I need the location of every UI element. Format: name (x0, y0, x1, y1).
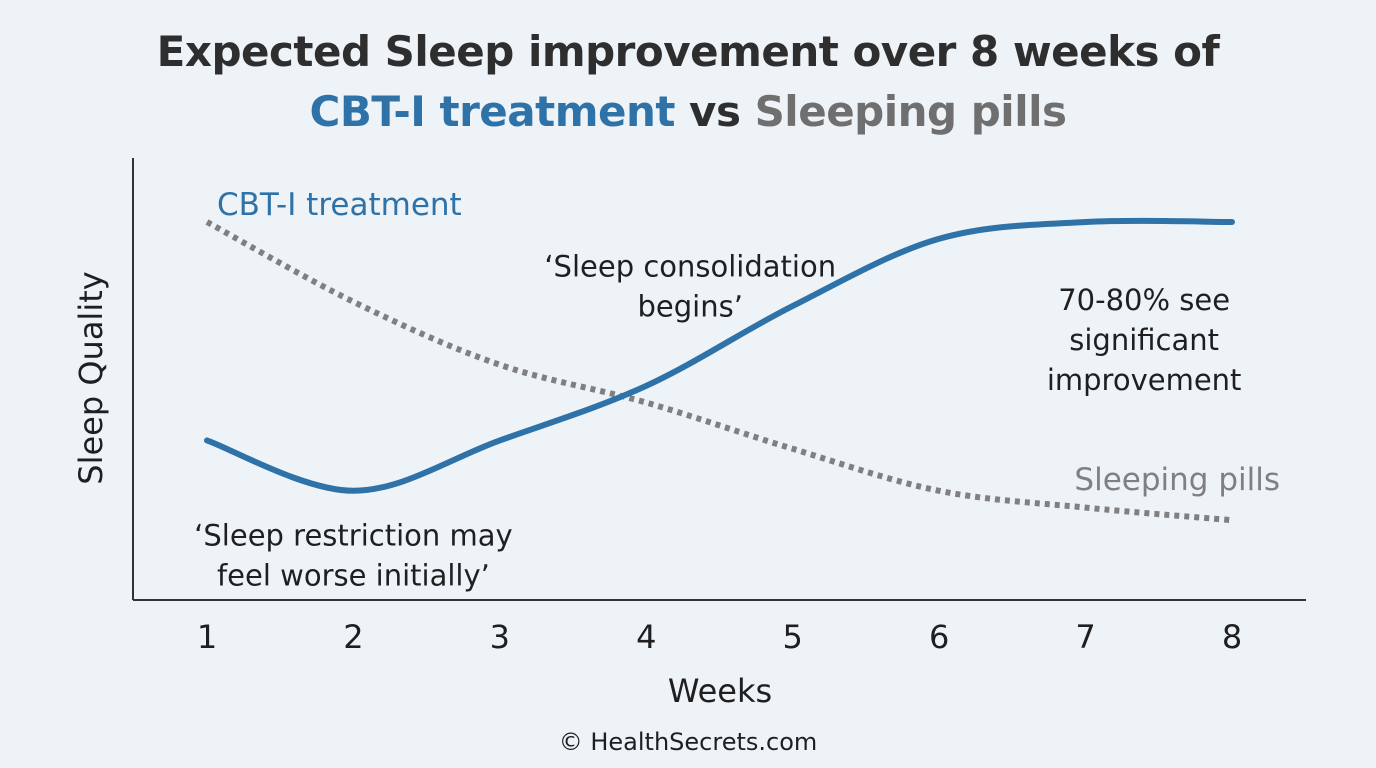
x-tick-label-5: 5 (783, 618, 803, 656)
x-tick-label-3: 3 (490, 618, 510, 656)
annotation-sleep-restriction-line-2: feel worse initially’ (217, 558, 490, 592)
cbt-i-series-label: CBT-I treatment (217, 187, 462, 223)
y-axis-title: Sleep Quality (72, 271, 110, 484)
annotation-sleep-restriction-line-1: ‘Sleep restriction may (194, 518, 512, 552)
x-tick-label-8: 8 (1222, 618, 1242, 656)
annotation-significant-improvement-line-1: 70-80% see (1058, 283, 1230, 317)
cbt-i-line (204, 217, 1235, 494)
x-tick-label-7: 7 (1075, 618, 1095, 656)
sleeping-pills-series-label: Sleeping pills (1074, 462, 1280, 498)
subtitle-cbt: CBT-I treatment (309, 87, 676, 136)
chart-title: Expected Sleep improvement over 8 weeks … (156, 27, 1220, 76)
x-tick-label-4: 4 (636, 618, 656, 656)
annotation-sleep-consolidation-line-1: ‘Sleep consolidation (544, 250, 836, 284)
x-tick-label-1: 1 (197, 618, 217, 656)
x-tick-label-2: 2 (343, 618, 363, 656)
chart-subtitle: CBT-I treatment vs Sleeping pills (0, 88, 1376, 136)
annotation-significant-improvement-line-3: improvement (1047, 363, 1242, 397)
annotation-sleep-consolidation-line-2: begins’ (637, 290, 742, 324)
copyright-footer: © HealthSecrets.com (558, 728, 818, 756)
annotation-significant-improvement-line-2: significant (1069, 323, 1219, 357)
x-axis-title: Weeks (668, 672, 772, 710)
x-tick-label-6: 6 (929, 618, 949, 656)
sleeping-pills-line (205, 219, 1233, 524)
subtitle-vs: vs (674, 87, 755, 136)
subtitle-pills: Sleeping pills (754, 87, 1067, 136)
